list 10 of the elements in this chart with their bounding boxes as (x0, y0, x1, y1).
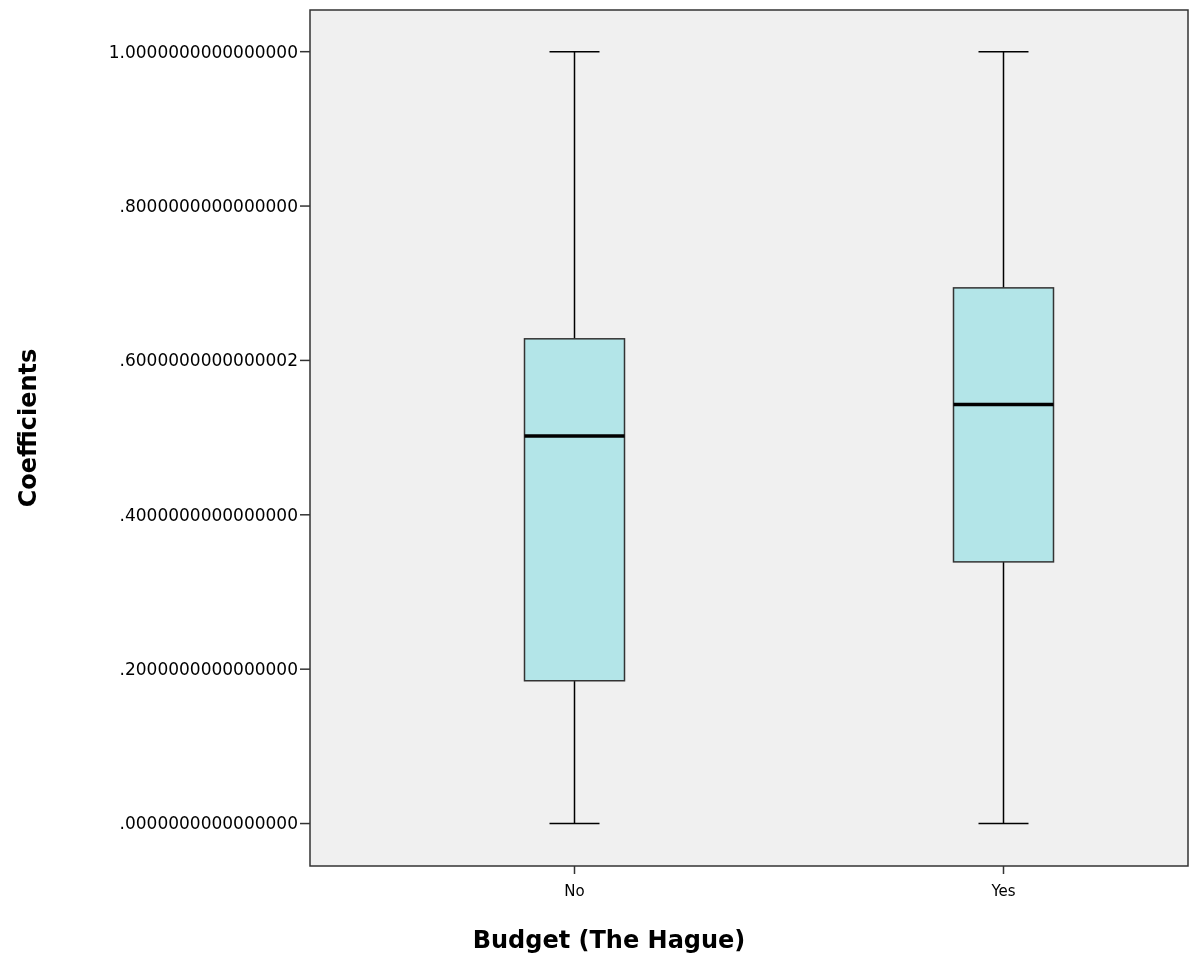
y-tick-label: .8000000000000000 (119, 196, 298, 216)
y-tick-label: .6000000000000002 (119, 350, 298, 371)
y-tick-label: .0000000000000000 (119, 813, 298, 834)
x-tick-label: Yes (990, 882, 1016, 900)
x-tick-label: No (564, 882, 585, 900)
y-tick-label: 1.0000000000000000 (108, 41, 298, 62)
y-tick-label: .2000000000000000 (119, 659, 298, 680)
y-tick-label: .4000000000000000 (119, 504, 298, 525)
x-axis-title: Budget (The Hague) (472, 926, 746, 954)
y-axis-title: Coefficients (14, 348, 42, 508)
